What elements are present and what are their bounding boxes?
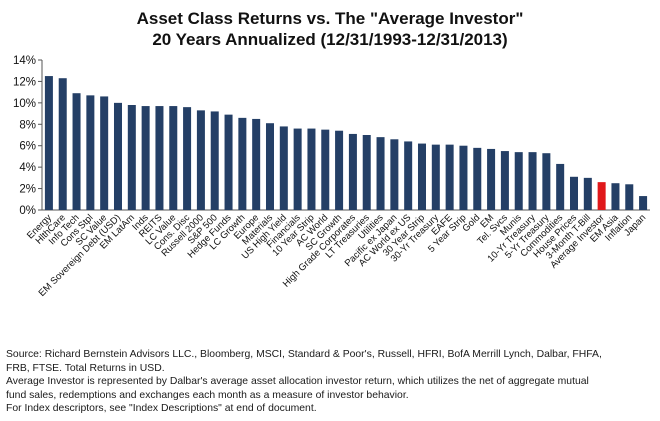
y-tick-label: 10%	[13, 98, 36, 110]
bar	[141, 106, 150, 210]
bar	[183, 107, 192, 210]
y-tick-label: 14%	[13, 55, 36, 67]
bar	[196, 110, 205, 210]
bar	[100, 96, 109, 210]
bar	[169, 106, 178, 210]
y-tick-label: 12%	[13, 76, 36, 88]
bar	[390, 139, 399, 210]
bar	[542, 153, 551, 210]
bar	[528, 152, 537, 210]
bar	[72, 93, 81, 210]
chart-title: Asset Class Returns vs. The "Average Inv…	[136, 9, 524, 28]
bars	[44, 76, 648, 211]
note-line: Source: Richard Bernstein Advisors LLC.,…	[6, 349, 602, 360]
bar	[321, 129, 330, 210]
bar	[210, 111, 219, 210]
bar	[44, 76, 53, 210]
bar	[569, 176, 578, 210]
note-line: For Index descriptors, see "Index Descri…	[6, 403, 317, 415]
y-tick-label: 6%	[19, 141, 36, 153]
bar	[625, 184, 634, 210]
bar	[514, 152, 523, 210]
bar	[86, 95, 95, 210]
bar	[376, 137, 385, 210]
bar	[335, 130, 344, 210]
y-axis: 0% 2% 4% 6% 8% 10% 12% 14%	[13, 55, 650, 217]
bar	[611, 183, 620, 210]
note-line: Average Investor is represented by Dalba…	[6, 376, 589, 388]
bar	[639, 196, 648, 210]
bar	[473, 147, 482, 210]
y-tick-label: 8%	[19, 119, 36, 131]
bar	[293, 128, 302, 210]
bar	[307, 128, 316, 210]
bar-highlight	[597, 182, 606, 210]
bar	[417, 143, 426, 210]
chart-title-block: Asset Class Returns vs. The "Average Inv…	[0, 8, 660, 50]
bar	[279, 126, 288, 210]
note-line: fund sales, redemptions and exchanges ea…	[6, 389, 409, 401]
y-tick-label: 4%	[19, 162, 36, 174]
note-line: FRB, FTSE. Total Returns in USD.	[6, 362, 165, 374]
bar	[113, 102, 122, 210]
chart-subtitle: 20 Years Annualized (12/31/1993-12/31/20…	[152, 30, 508, 49]
bar	[556, 163, 565, 210]
bar	[348, 133, 357, 210]
bar	[459, 145, 468, 210]
bar	[583, 177, 592, 210]
bar	[238, 117, 247, 210]
bar	[224, 114, 233, 210]
source-notes: Source: Richard Bernstein Advisors LLC.,…	[6, 348, 656, 416]
bar	[252, 118, 261, 210]
y-tick-label: 2%	[19, 184, 36, 196]
bar	[127, 105, 136, 210]
bar	[445, 144, 454, 210]
bar	[155, 106, 164, 210]
bar	[265, 123, 274, 210]
y-tick-label: 0%	[19, 205, 36, 217]
bar	[431, 144, 440, 210]
bar	[500, 151, 509, 210]
bar	[362, 135, 371, 210]
bar	[404, 141, 413, 210]
bar	[58, 78, 67, 211]
bar	[487, 148, 496, 210]
